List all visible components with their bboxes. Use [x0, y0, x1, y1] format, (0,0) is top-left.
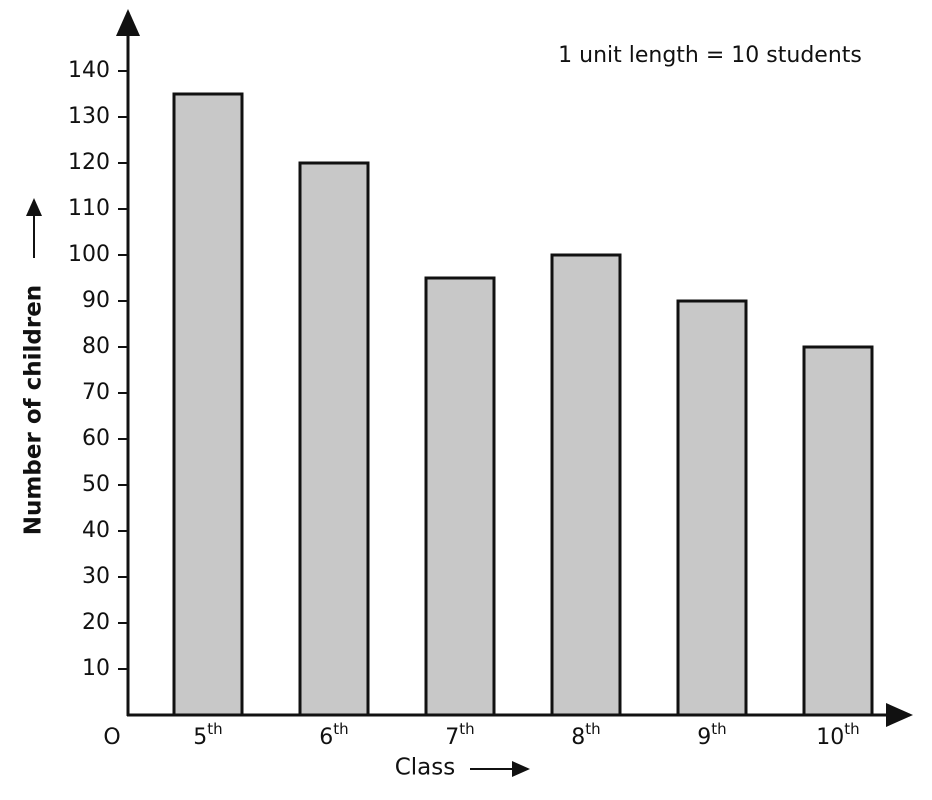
x-axis-label: Class: [395, 755, 456, 781]
y-tick-label: 90: [82, 288, 110, 313]
y-tick-label: 130: [68, 104, 110, 129]
y-tick-label: 10: [82, 656, 110, 681]
y-tick-label: 50: [82, 472, 110, 497]
y-tick-label: 120: [68, 150, 110, 175]
y-tick-label: 40: [82, 518, 110, 543]
x-tick-label: 10th: [816, 720, 859, 751]
y-tick-label: 80: [82, 334, 110, 359]
y-tick-label: 140: [68, 58, 110, 83]
y-tick-label: 100: [68, 242, 110, 267]
x-tick-label: 8th: [571, 720, 600, 751]
bar: [424, 276, 496, 717]
y-tick-label: 60: [82, 426, 110, 451]
bar: [550, 253, 622, 717]
bar: [676, 299, 748, 717]
y-tick-label: 30: [82, 564, 110, 589]
bar: [172, 92, 244, 717]
x-tick-label: 5th: [193, 720, 222, 751]
x-tick-label: 9th: [697, 720, 726, 751]
annotation: 1 unit length = 10 students: [558, 43, 862, 68]
y-tick-label: 110: [68, 196, 110, 221]
bar: [802, 345, 874, 717]
bar: [298, 161, 370, 717]
y-tick-label: 70: [82, 380, 110, 405]
x-tick-label: 6th: [319, 720, 348, 751]
x-tick-label: 7th: [445, 720, 474, 751]
y-axis-label: Number of children: [21, 285, 47, 535]
origin-label: O: [103, 725, 120, 750]
y-tick-label: 20: [82, 610, 110, 635]
